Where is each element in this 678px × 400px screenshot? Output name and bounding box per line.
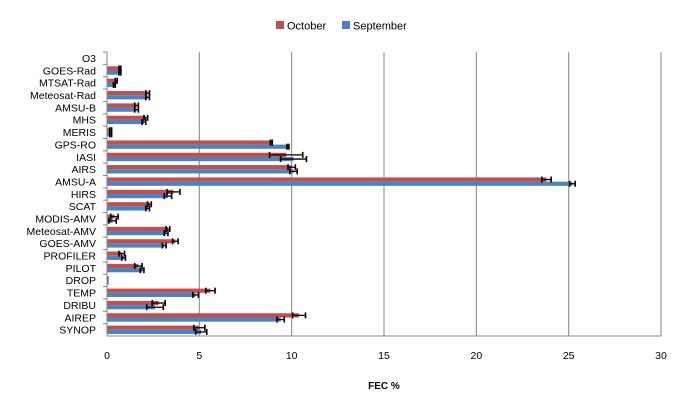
bar-october bbox=[107, 115, 146, 120]
bar-october bbox=[107, 325, 200, 330]
bar-september bbox=[107, 132, 111, 137]
category-label: Meteosat-Rad bbox=[30, 90, 96, 102]
bar-september bbox=[107, 317, 281, 322]
x-tick-label: 10 bbox=[286, 350, 298, 362]
bar-september bbox=[107, 169, 294, 174]
bar-september bbox=[107, 107, 137, 112]
category-label: SYNOP bbox=[59, 325, 96, 337]
bar-october bbox=[107, 288, 211, 293]
x-tick-label: 5 bbox=[196, 350, 202, 362]
x-tick-labels: 0 5 10 15 20 25 30 bbox=[104, 350, 667, 362]
bar-september bbox=[107, 329, 202, 335]
bar-october bbox=[107, 66, 120, 71]
bar-october bbox=[107, 239, 176, 244]
category-label: Meteosat-AMV bbox=[27, 226, 96, 238]
category-label: AMSU-B bbox=[55, 102, 96, 114]
bar-september bbox=[107, 95, 148, 100]
bar-september bbox=[107, 156, 294, 162]
x-tick-label: 15 bbox=[378, 350, 390, 362]
bar-october bbox=[107, 177, 547, 182]
category-label: PILOT bbox=[66, 263, 97, 275]
category-labels: O3GOES-RadMTSAT-RadMeteosat-RadAMSU-BMHS… bbox=[27, 51, 107, 337]
bar-october bbox=[107, 140, 272, 145]
x-tick-label: 25 bbox=[563, 350, 575, 362]
legend-swatch-september bbox=[342, 21, 350, 29]
x-tick-label: 30 bbox=[655, 350, 667, 362]
x-tick-label: 0 bbox=[104, 350, 110, 362]
bar-october bbox=[107, 226, 168, 232]
category-label: SCAT bbox=[69, 201, 97, 213]
category-label: PROFILER bbox=[43, 251, 96, 263]
category-label: MHS bbox=[73, 115, 96, 127]
category-label: DRIBU bbox=[63, 300, 96, 312]
legend-swatch-october bbox=[276, 21, 284, 29]
error-bars bbox=[108, 65, 576, 335]
gridlines bbox=[198, 52, 662, 336]
bar-september bbox=[107, 292, 196, 297]
bar-october bbox=[107, 313, 300, 318]
bar-september bbox=[107, 82, 115, 88]
bar-october bbox=[107, 165, 292, 170]
bar-october bbox=[107, 202, 150, 207]
category-label: IASI bbox=[76, 152, 96, 164]
category-label: TEMP bbox=[67, 288, 96, 300]
bar-october bbox=[107, 78, 117, 83]
category-label: AIRS bbox=[71, 164, 96, 176]
legend: October September bbox=[276, 21, 407, 33]
bar-september bbox=[107, 144, 288, 149]
bar-october bbox=[107, 263, 139, 269]
category-label: AMSU-A bbox=[55, 176, 96, 188]
bar-september bbox=[107, 206, 148, 211]
bars bbox=[107, 66, 573, 335]
category-label: HIRS bbox=[71, 189, 96, 201]
bar-september bbox=[107, 243, 165, 248]
category-label: O3 bbox=[82, 53, 96, 65]
x-tick-label: 20 bbox=[470, 350, 482, 362]
category-label: AIREP bbox=[64, 312, 96, 324]
x-axis-title: FEC % bbox=[368, 381, 400, 392]
bar-october bbox=[107, 152, 287, 157]
bar-september bbox=[107, 305, 156, 310]
legend-label-october: October bbox=[287, 21, 326, 33]
category-label: DROP bbox=[66, 275, 96, 287]
bar-september bbox=[107, 181, 573, 186]
category-label: MODIS-AMV bbox=[35, 213, 96, 225]
bar-october bbox=[107, 128, 111, 133]
bar-september bbox=[107, 280, 109, 285]
category-label: GPS-RO bbox=[55, 139, 96, 151]
bar-september bbox=[107, 231, 167, 236]
bar-september bbox=[107, 194, 168, 199]
bar-september bbox=[107, 255, 124, 260]
bar-october bbox=[107, 276, 109, 281]
legend-label-september: September bbox=[353, 21, 407, 33]
bar-september bbox=[107, 268, 143, 273]
bar-september bbox=[107, 70, 120, 75]
bar-october bbox=[107, 91, 148, 96]
bar-october bbox=[107, 103, 137, 108]
category-label: GOES-Rad bbox=[43, 65, 96, 77]
category-label: GOES-AMV bbox=[39, 238, 96, 250]
bar-october bbox=[107, 189, 174, 194]
category-label: MERIS bbox=[63, 127, 96, 139]
bar-october bbox=[107, 251, 122, 256]
bar-september bbox=[107, 119, 144, 125]
bar-october bbox=[107, 300, 159, 306]
category-label: MTSAT-Rad bbox=[39, 78, 96, 90]
